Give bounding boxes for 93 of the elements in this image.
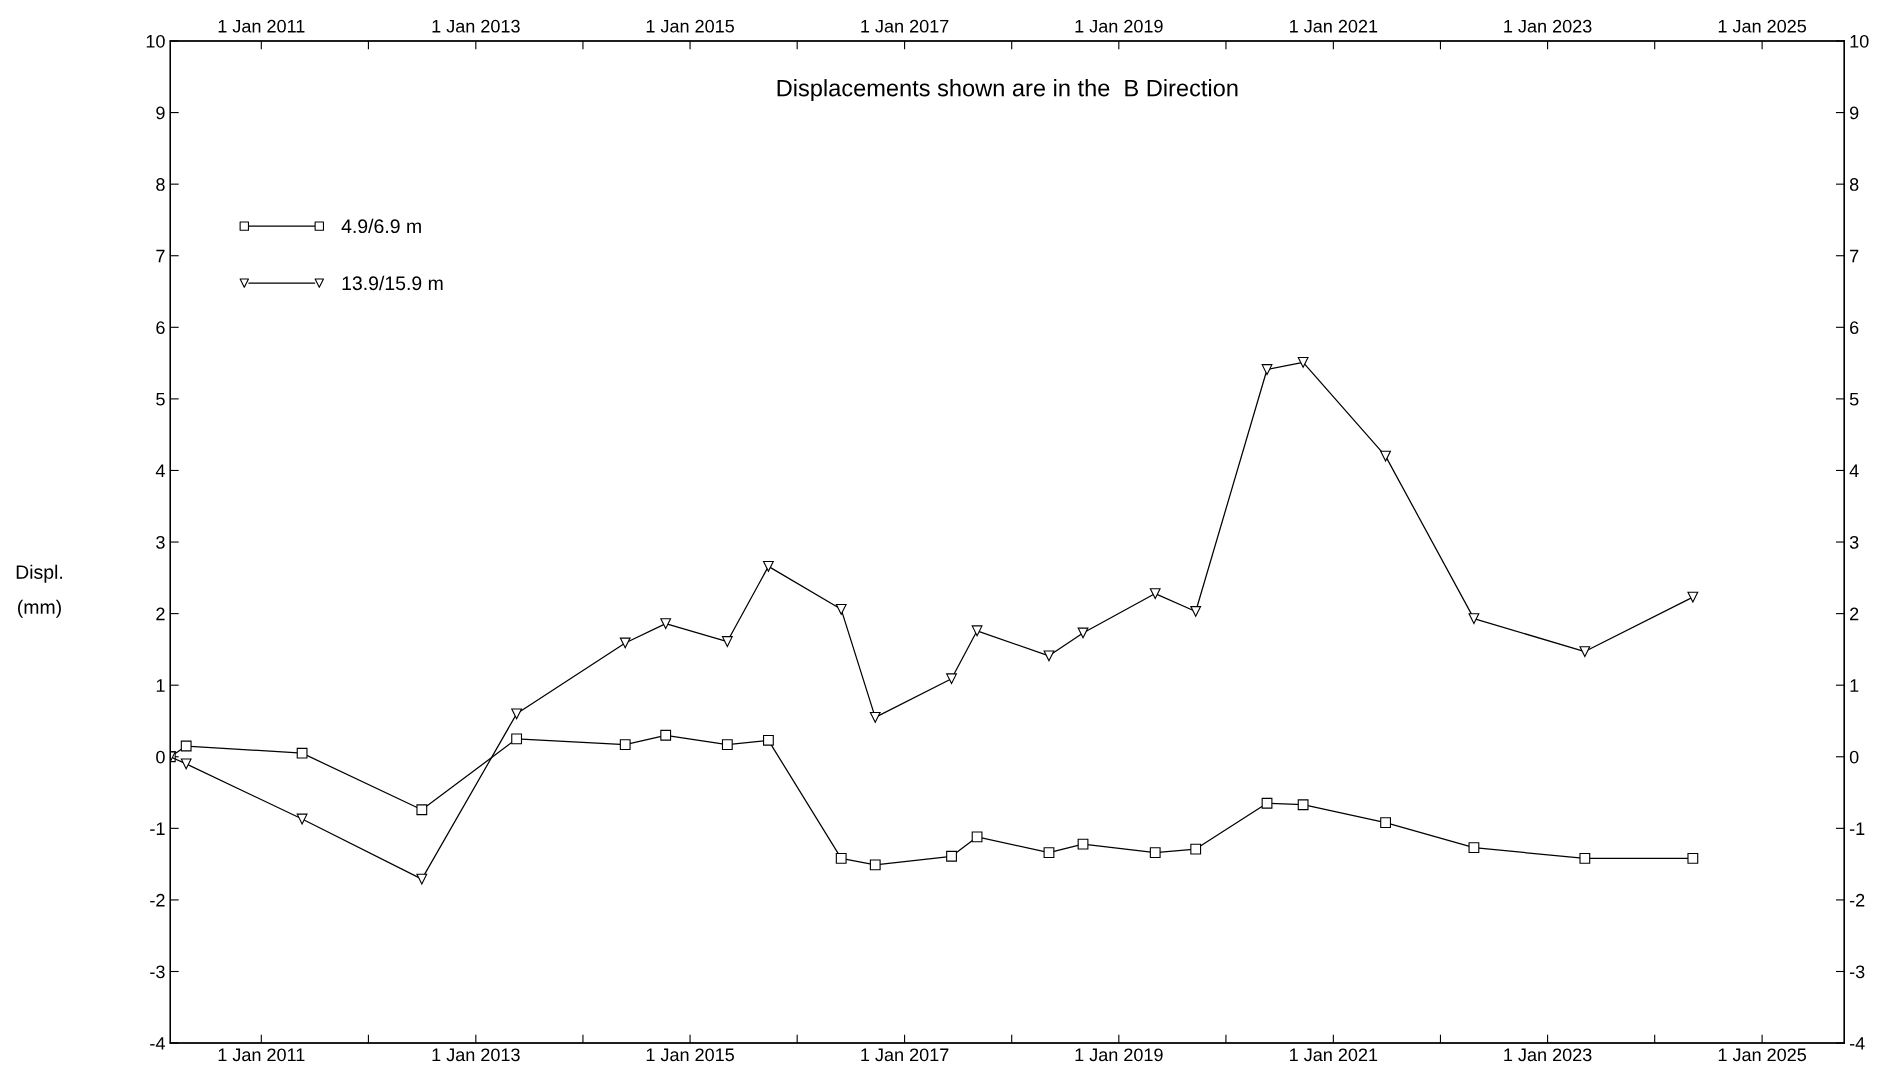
y2-tick-label: 0 xyxy=(1849,750,1859,764)
y-tick-label: -4 xyxy=(150,1037,165,1050)
y-tick-label: 0 xyxy=(156,750,165,764)
y2-tick-label: 3 xyxy=(1849,535,1859,549)
point xyxy=(1261,797,1273,809)
y-tick-label: 4 xyxy=(155,464,165,477)
y-tick-label: 3 xyxy=(156,535,165,549)
point xyxy=(869,711,881,723)
y2-tick-label: -3 xyxy=(1849,965,1865,979)
x-tick-label: 1 Jan 2023 xyxy=(1504,1048,1592,1062)
point xyxy=(1468,842,1480,854)
y-tick-label: 2 xyxy=(156,607,165,621)
point xyxy=(511,733,523,745)
point xyxy=(619,637,631,649)
point xyxy=(869,859,881,871)
point xyxy=(763,560,774,572)
y2-tick-label: 5 xyxy=(1849,393,1859,406)
y-tick-label: 8 xyxy=(156,178,165,191)
y-tick-label: 9 xyxy=(156,106,165,120)
point xyxy=(1380,817,1392,829)
y-tick-label: -1 xyxy=(150,822,165,835)
y-tick-label: 6 xyxy=(156,321,165,335)
point xyxy=(1261,364,1273,375)
x-tick-label: 1 Jan 2017 xyxy=(861,1048,949,1062)
x2-tick-label: 1 Jan 2011 xyxy=(218,19,305,33)
point xyxy=(1380,450,1392,462)
point xyxy=(180,740,192,752)
point xyxy=(1687,852,1699,864)
y-tick-label: 1 xyxy=(156,679,165,692)
point xyxy=(971,625,983,637)
y2-tick-label: 6 xyxy=(1850,321,1859,335)
x-tick-label: 1 Jan 2019 xyxy=(1075,1048,1163,1062)
point xyxy=(180,758,192,770)
x2-tick-label: 1 Jan 2019 xyxy=(1075,19,1163,33)
point xyxy=(1190,843,1202,855)
point xyxy=(619,739,631,751)
point xyxy=(1043,650,1055,662)
point xyxy=(416,804,428,816)
y2-tick-label: 8 xyxy=(1849,178,1859,191)
y-tick-label: -3 xyxy=(150,965,165,979)
y2-tick-label: -2 xyxy=(1849,893,1865,907)
point xyxy=(296,813,308,825)
y2-tick-label: 2 xyxy=(1850,607,1859,621)
point xyxy=(660,618,672,630)
x2-tick-label: 1 Jan 2021 xyxy=(1290,19,1378,33)
point xyxy=(511,708,523,720)
point xyxy=(1077,627,1089,639)
point xyxy=(1190,606,1202,617)
y2-tick-label: 10 xyxy=(1850,34,1869,48)
y-tick-label: 7 xyxy=(156,249,165,263)
x-tick-label: 1 Jan 2021 xyxy=(1290,1048,1378,1062)
legend-label: 4.9/6.9 m xyxy=(341,218,421,234)
y-tick-label: -2 xyxy=(150,893,165,907)
y-tick-label: 5 xyxy=(156,393,165,406)
legend-label: 13.9/15.9 m xyxy=(342,275,443,291)
x-tick-label: 1 Jan 2013 xyxy=(432,1048,520,1062)
point xyxy=(1149,588,1161,599)
point xyxy=(1043,847,1055,859)
x-tick-label: 1 Jan 2015 xyxy=(646,1048,734,1062)
point xyxy=(835,852,847,864)
x-tick-label: 1 Jan 2011 xyxy=(218,1048,305,1062)
point xyxy=(946,850,957,862)
text: Displacements shown are in the B Direction xyxy=(777,79,1238,102)
y2-tick-label: -4 xyxy=(1849,1037,1865,1050)
y2-tick-label: 9 xyxy=(1849,106,1859,120)
point xyxy=(660,729,672,741)
y-axis-title: Displ. (mm) xyxy=(16,564,63,618)
y2-tick-label: -1 xyxy=(1849,822,1865,835)
point xyxy=(296,747,308,759)
point xyxy=(1077,838,1089,850)
point xyxy=(721,636,733,647)
point xyxy=(1579,852,1591,864)
point xyxy=(1149,847,1161,859)
point xyxy=(763,734,774,746)
y2-tick-label: 1 xyxy=(1850,679,1859,692)
point xyxy=(416,873,428,885)
x-tick-label: 1 Jan 2025 xyxy=(1718,1048,1807,1062)
point xyxy=(1687,591,1699,603)
x2-tick-label: 1 Jan 2025 xyxy=(1718,19,1807,33)
point xyxy=(946,673,957,685)
x2-tick-label: 1 Jan 2013 xyxy=(432,19,520,33)
y-tick-label: 10 xyxy=(146,34,165,48)
point xyxy=(1468,613,1480,625)
point xyxy=(721,739,733,751)
y2-tick-label: 7 xyxy=(1850,249,1859,263)
point xyxy=(1297,799,1309,811)
x2-tick-label: 1 Jan 2017 xyxy=(861,19,949,33)
y2-tick-label: 4 xyxy=(1849,464,1859,477)
x2-tick-label: 1 Jan 2015 xyxy=(646,19,734,33)
point xyxy=(1579,646,1591,657)
x2-tick-label: 1 Jan 2023 xyxy=(1504,19,1592,33)
point xyxy=(1297,356,1309,368)
point xyxy=(835,603,847,615)
